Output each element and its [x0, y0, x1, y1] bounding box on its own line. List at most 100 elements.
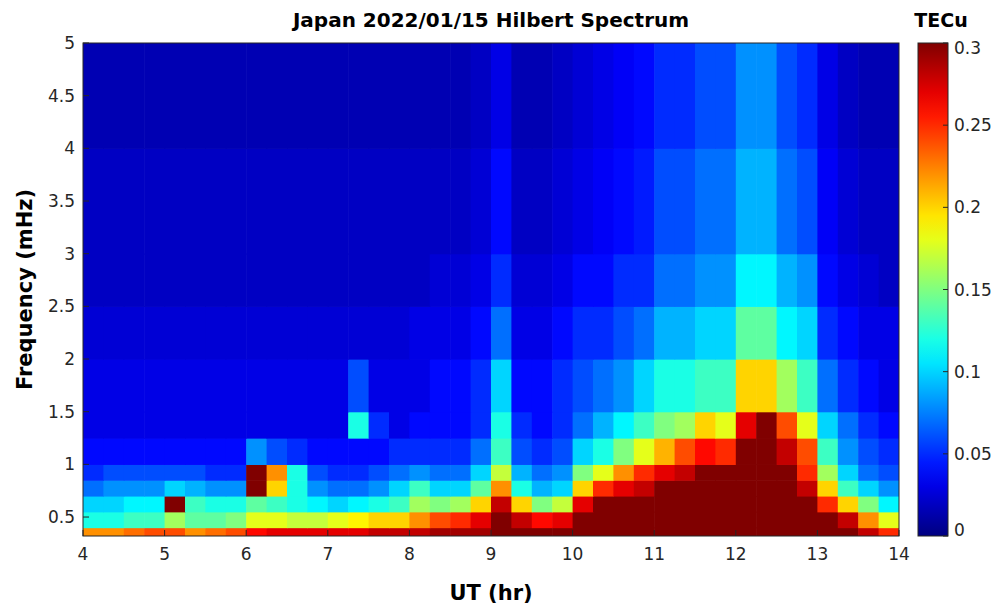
cell — [328, 528, 349, 536]
cell — [307, 43, 328, 149]
cell — [389, 528, 410, 536]
cell — [205, 148, 226, 254]
cell — [144, 512, 165, 528]
cells — [83, 43, 899, 536]
cell — [226, 148, 247, 254]
cell — [858, 412, 879, 439]
cell — [205, 306, 226, 359]
cell — [348, 359, 369, 412]
cell — [817, 512, 838, 528]
cell — [471, 496, 492, 512]
cell — [389, 359, 410, 412]
cell — [654, 43, 675, 149]
cell — [838, 438, 859, 465]
cell — [491, 306, 512, 359]
cell — [817, 528, 838, 536]
cell — [409, 496, 430, 512]
cell — [879, 359, 899, 412]
cell — [552, 480, 573, 496]
cell — [756, 528, 777, 536]
cell — [634, 496, 655, 512]
cell — [491, 359, 512, 412]
cell — [838, 43, 859, 149]
cell — [430, 464, 451, 480]
cell — [450, 148, 471, 254]
cell — [552, 254, 573, 307]
cell — [226, 496, 247, 512]
cell — [879, 43, 899, 149]
cell — [246, 412, 267, 439]
cell — [838, 496, 859, 512]
cell — [695, 254, 716, 307]
cell — [83, 512, 104, 528]
cell — [124, 480, 145, 496]
cell — [267, 412, 288, 439]
cell — [83, 464, 104, 480]
cell — [797, 512, 818, 528]
cell — [879, 496, 899, 512]
cell — [532, 480, 553, 496]
cell — [165, 306, 186, 359]
cell — [450, 412, 471, 439]
cell — [450, 528, 471, 536]
cell — [552, 359, 573, 412]
cell — [675, 359, 696, 412]
cell — [695, 148, 716, 254]
cell — [246, 512, 267, 528]
cell — [267, 438, 288, 465]
cell — [267, 359, 288, 412]
y-tick — [83, 359, 89, 360]
cell — [226, 480, 247, 496]
cell — [654, 438, 675, 465]
cell — [715, 528, 736, 536]
cell — [185, 480, 206, 496]
cell — [715, 496, 736, 512]
cell — [675, 528, 696, 536]
y-tick — [83, 148, 89, 149]
cell — [491, 464, 512, 480]
cell — [593, 359, 614, 412]
cell — [573, 496, 594, 512]
cell — [491, 512, 512, 528]
cell — [267, 464, 288, 480]
colorbar-tick-label: 0.3 — [954, 38, 981, 58]
cell — [756, 306, 777, 359]
cell — [817, 412, 838, 439]
cell — [165, 412, 186, 439]
cell — [573, 306, 594, 359]
cell — [185, 512, 206, 528]
cell — [858, 148, 879, 254]
cell — [287, 412, 308, 439]
colorbar-tick-label: 0.25 — [954, 115, 992, 135]
cell — [83, 528, 104, 536]
cell — [409, 438, 430, 465]
cell — [389, 512, 410, 528]
cell — [124, 148, 145, 254]
x-tick-label: 8 — [404, 544, 415, 564]
cell — [511, 254, 532, 307]
cell — [593, 464, 614, 480]
cell — [471, 480, 492, 496]
cell — [430, 528, 451, 536]
cell — [532, 412, 553, 439]
cell — [777, 528, 798, 536]
cell — [797, 438, 818, 465]
cell — [654, 496, 675, 512]
cell — [185, 496, 206, 512]
cell — [511, 43, 532, 149]
cell — [348, 148, 369, 254]
cell — [654, 148, 675, 254]
cell — [675, 412, 696, 439]
cell — [817, 306, 838, 359]
cell — [246, 254, 267, 307]
cell — [450, 43, 471, 149]
colorbar-tick-label: 0.2 — [954, 197, 981, 217]
cell — [246, 464, 267, 480]
cell — [83, 496, 104, 512]
x-tick-label: 9 — [486, 544, 497, 564]
cell — [267, 480, 288, 496]
cell — [675, 148, 696, 254]
cell — [858, 480, 879, 496]
x-tick-label: 12 — [725, 544, 747, 564]
cell — [287, 496, 308, 512]
